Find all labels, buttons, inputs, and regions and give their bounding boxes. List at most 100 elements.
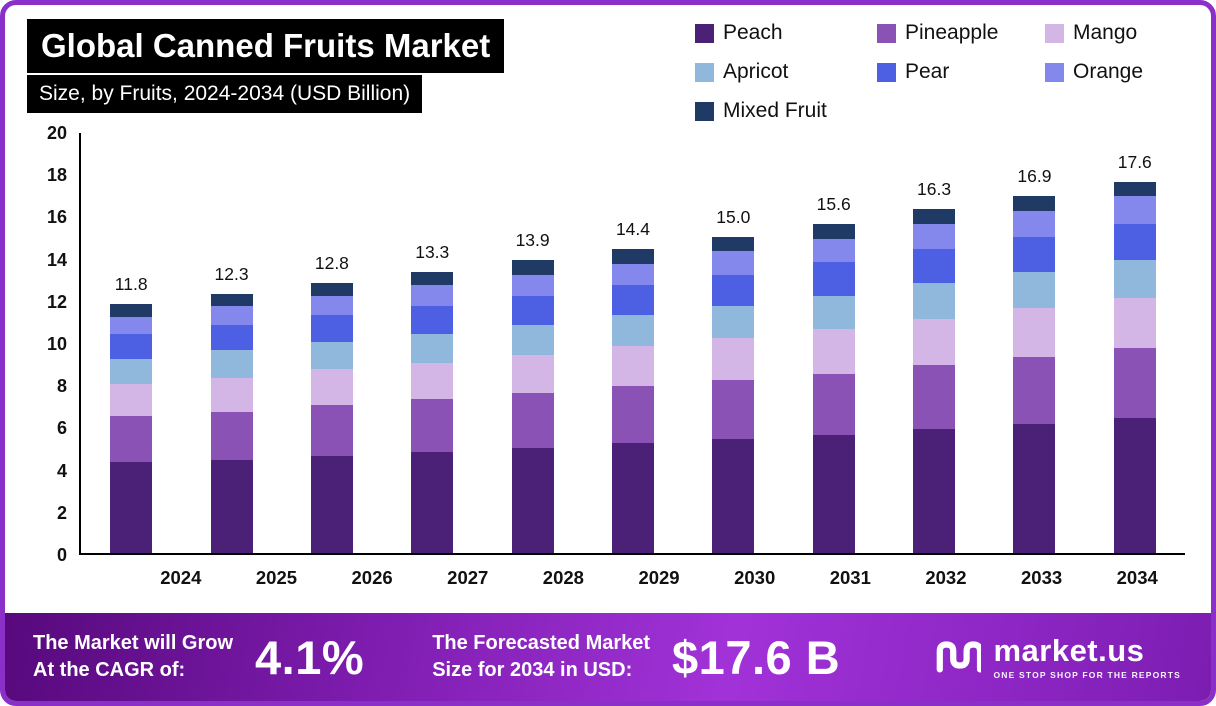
stacked-bar [310,282,353,553]
legend-label: Apricot [723,60,789,83]
bar-total-label: 14.4 [615,219,650,240]
x-axis-label: 2025 [255,567,298,588]
bar-segment-orange [411,285,454,307]
bar-segment-pear [310,314,353,343]
bar-segment-orange [1113,196,1156,224]
chart-section: Global Canned Fruits Market Size, by Fru… [5,5,1211,613]
x-axis-label: 2029 [638,567,680,588]
bar-total-label: 15.0 [716,206,751,227]
plot-area: 11.8 12.3 12.8 13.3 13.9 14.4 15.0 15.6 16.3 16.9… [79,133,1185,555]
bar-segment-pineapple [712,379,755,440]
stacked-bar [611,249,654,553]
legend-swatch-apricot [695,62,714,82]
bar-group: 15.0 [683,133,783,553]
y-tick-label: 8 [56,376,67,397]
bar-segment-pear [411,306,454,334]
bar-segment-apricot [611,314,654,347]
bar-segment-peach [411,451,454,553]
y-tick-label: 6 [56,418,67,439]
stacked-bar [712,236,755,553]
x-axis: 2024 2025 2026 2027 2028 2029 2030 2031 2032 2033… [133,555,1185,589]
bar-segment-mixed-fruit [1013,196,1056,212]
bar-segment-pineapple [812,373,855,435]
bar-segment-pineapple [1113,348,1156,418]
bar-segment-mango [712,337,755,380]
bar-segment-peach [812,434,855,553]
bar-group: 13.9 [482,133,582,553]
bar-segment-pear [210,325,253,351]
y-axis: 0 2 4 6 8 10 12 14 16 18 20 [27,123,79,565]
bar-segment-mixed-fruit [712,236,755,252]
bar-total-label: 17.6 [1117,151,1152,172]
bar-segment-peach [913,428,956,553]
x-axis-label: 2028 [542,567,584,588]
legend-swatch-peach [695,23,714,43]
bar-segment-orange [1013,211,1056,237]
bar-segment-pear [1013,236,1056,273]
x-axis-label: 2031 [829,567,871,588]
x-axis-label: 2030 [734,567,776,588]
bar-segment-mango [913,318,956,366]
bar-segment-orange [511,274,554,296]
bar-segment-pear [812,261,855,296]
page-subtitle: Size, by Fruits, 2024-2034 (USD Billion) [27,75,423,114]
legend-item-apricot: Apricot [695,60,877,84]
bar-segment-orange [110,316,153,334]
title-block: Global Canned Fruits Market Size, by Fru… [27,19,505,114]
y-tick-label: 16 [46,207,67,228]
stacked-bar [913,209,956,553]
bar-group: 17.6 [1085,133,1185,553]
legend-label: Mango [1073,21,1138,44]
bar-segment-peach [1113,417,1156,553]
y-tick-label: 4 [56,460,67,481]
bar-segment-mango [1013,308,1056,357]
bar-segment-mixed-fruit [1113,181,1156,197]
bar-segment-mango [210,377,253,412]
y-tick-label: 0 [56,545,67,565]
bar-total-label: 13.3 [415,242,450,263]
bar-group: 15.6 [784,133,884,553]
legend-label: Pear [905,60,950,83]
bar-segment-pear [110,333,153,359]
bar-segment-mixed-fruit [812,223,855,239]
bar-segment-mango [511,354,554,393]
legend-item-pear: Pear [877,60,1045,84]
brand-name: market.us [993,632,1145,668]
bar-segment-mixed-fruit [511,259,554,275]
bar-segment-orange [210,306,253,326]
bar-segment-peach [1013,424,1056,553]
bar-segment-mixed-fruit [411,272,454,286]
y-tick-label: 18 [46,165,67,186]
bar-segment-mixed-fruit [210,293,253,307]
bar-segment-apricot [913,282,956,319]
stacked-bar [110,304,153,553]
bar-total-label: 12.3 [214,263,249,284]
x-axis-label: 2033 [1021,567,1063,588]
y-tick-label: 12 [46,291,67,312]
cagr-label-line1: The Market will Grow [33,632,234,654]
x-axis-label: 2032 [925,567,967,588]
stacked-bar [411,272,454,553]
bar-segment-apricot [310,342,353,370]
y-tick-label: 20 [46,123,67,143]
legend-item-mango: Mango [1045,21,1185,45]
legend-label: Mixed Fruit [723,99,827,122]
bar-segment-orange [812,238,855,262]
bar-group: 16.9 [984,133,1084,553]
legend-item-peach: Peach [695,21,877,45]
bar-segment-mango [411,363,454,399]
bar-group: 13.3 [382,133,482,553]
legend-swatch-mango [1045,23,1064,43]
bar-group: 16.3 [884,133,984,553]
bar-total-label: 16.3 [917,179,952,200]
bar-total-label: 13.9 [515,229,550,250]
bar-total-label: 11.8 [114,274,148,295]
legend-item-pineapple: Pineapple [877,21,1045,45]
bar-segment-mango [812,329,855,374]
bar-segment-mango [611,346,654,387]
bar-segment-pear [913,249,956,283]
bar-segment-peach [511,447,554,553]
x-axis-label: 2024 [160,567,202,588]
stacked-bar [511,259,554,553]
